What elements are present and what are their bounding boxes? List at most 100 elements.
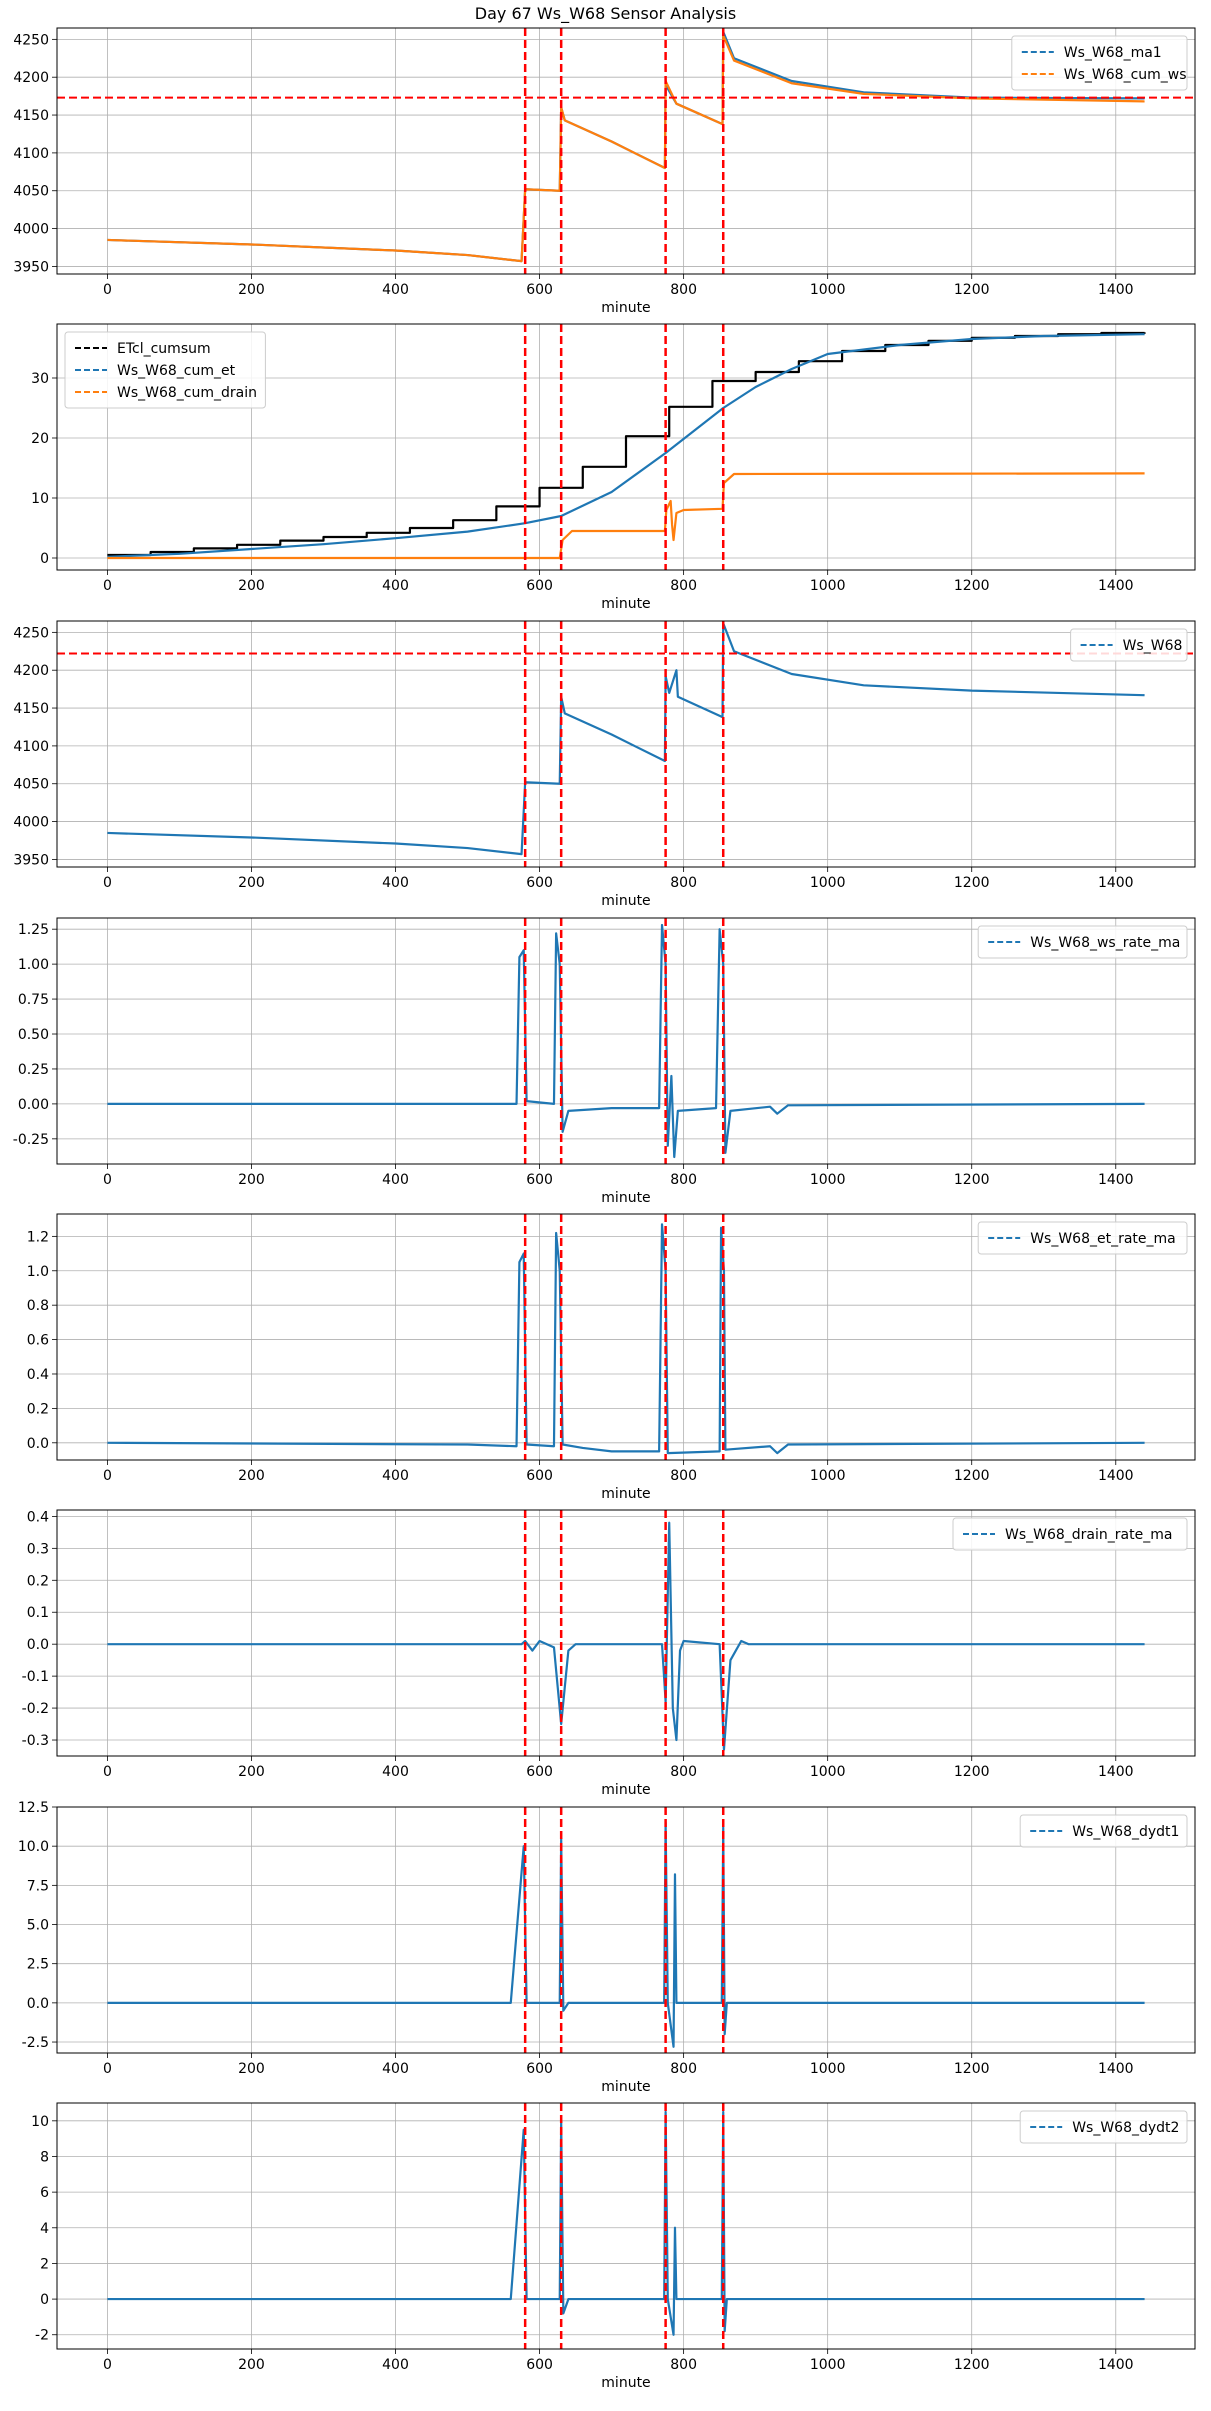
x-tick-label: 800 bbox=[670, 578, 697, 594]
x-tick-label: 1000 bbox=[810, 875, 846, 891]
x-tick-label: 1000 bbox=[810, 578, 846, 594]
chart-panel-7: 0 200 400 600 800 1000 1200 1400 -2.5 0.0 2.5 5.0 7.… bbox=[18, 1800, 1196, 2095]
series-line-Ws_W68_drain_rate_ma bbox=[107, 1521, 1145, 1751]
x-tick-label: 800 bbox=[670, 282, 697, 298]
x-axis-label: minute bbox=[601, 1782, 650, 1798]
legend: Ws_W68_ma1 Ws_W68_cum_ws bbox=[1011, 35, 1188, 91]
y-tick-label: 6 bbox=[40, 2185, 49, 2201]
y-tick-label: -2.5 bbox=[22, 2035, 49, 2051]
y-tick-label: 4100 bbox=[13, 739, 49, 755]
y-tick-label: 0.0 bbox=[27, 1996, 49, 2012]
y-tick-label: 7.5 bbox=[27, 1878, 49, 1894]
x-axis-label: minute bbox=[601, 300, 650, 316]
y-tick-label: -2 bbox=[35, 2328, 49, 2344]
x-tick-label: 200 bbox=[238, 1468, 265, 1484]
x-tick-label: 200 bbox=[238, 1764, 265, 1780]
y-tick-label: 20 bbox=[31, 431, 49, 447]
y-tick-label: -0.1 bbox=[22, 1669, 49, 1685]
legend-label: Ws_W68_cum_drain bbox=[117, 385, 257, 401]
x-tick-label: 200 bbox=[238, 578, 265, 594]
x-tick-label: 800 bbox=[670, 2061, 697, 2077]
y-tick-label: 1.00 bbox=[18, 957, 49, 973]
y-tick-label: 10.0 bbox=[18, 1839, 49, 1855]
series-line-ETcl_cumsum bbox=[107, 331, 1146, 557]
legend-label: Ws_W68_et_rate_ma bbox=[1030, 1231, 1176, 1247]
x-tick-label: 1000 bbox=[810, 282, 846, 298]
x-tick-label: 1000 bbox=[810, 2061, 846, 2077]
x-tick-label: 0 bbox=[103, 1764, 112, 1780]
x-tick-label: 1200 bbox=[954, 2061, 990, 2077]
x-tick-label: 400 bbox=[382, 2061, 409, 2077]
y-tick-label: 4000 bbox=[13, 815, 49, 831]
x-tick-label: 200 bbox=[238, 2357, 265, 2373]
y-tick-label: 0.00 bbox=[18, 1097, 49, 1113]
series-line-Ws_W68_cum_drain bbox=[107, 472, 1145, 560]
y-tick-label: 0 bbox=[40, 551, 49, 567]
series-line-Ws_W68_et_rate_ma bbox=[107, 1223, 1145, 1455]
plot-frame bbox=[56, 620, 1196, 868]
y-tick-label: -0.25 bbox=[13, 1132, 49, 1148]
x-tick-label: 1200 bbox=[954, 1764, 990, 1780]
y-tick-label: 0.0 bbox=[27, 1436, 49, 1452]
x-tick-label: 1200 bbox=[954, 1468, 990, 1484]
x-tick-label: 600 bbox=[526, 875, 553, 891]
y-tick-label: 0.25 bbox=[18, 1062, 49, 1078]
plot-frame bbox=[56, 27, 1196, 275]
x-tick-label: 1400 bbox=[1098, 2061, 1134, 2077]
chart-panel-1: 0 200 400 600 800 1000 1200 1400 3950 4000 4050 410… bbox=[13, 27, 1196, 316]
y-tick-label: 4050 bbox=[13, 777, 49, 793]
plot-frame bbox=[56, 1213, 1196, 1461]
legend-label: Ws_W68_cum_et bbox=[117, 363, 236, 379]
x-tick-label: 1400 bbox=[1098, 1764, 1134, 1780]
x-tick-label: 1200 bbox=[954, 1172, 990, 1188]
chart-panel-3: 0 200 400 600 800 1000 1200 1400 3950 4000 4050 410… bbox=[13, 620, 1196, 909]
y-tick-label: 4200 bbox=[13, 70, 49, 86]
plot-frame bbox=[56, 2102, 1196, 2350]
chart-panel-2: 0 200 400 600 800 1000 1200 1400 0 10 20 30 minute ET… bbox=[31, 323, 1196, 612]
x-tick-label: 600 bbox=[526, 282, 553, 298]
x-axis-label: minute bbox=[601, 1190, 650, 1206]
y-tick-label: 0.4 bbox=[27, 1367, 49, 1383]
y-tick-label: 10 bbox=[31, 491, 49, 507]
x-tick-label: 600 bbox=[526, 1468, 553, 1484]
legend-label: Ws_W68_cum_ws bbox=[1064, 67, 1187, 83]
legend-label: ETcl_cumsum bbox=[117, 341, 211, 357]
legend: Ws_W68_drain_rate_ma bbox=[952, 1517, 1188, 1551]
legend: Ws_W68_dydt2 bbox=[1019, 2110, 1188, 2144]
y-tick-label: 0.8 bbox=[27, 1298, 49, 1314]
y-tick-label: 30 bbox=[31, 371, 49, 387]
figure-title: Day 67 Ws_W68 Sensor Analysis bbox=[474, 4, 737, 23]
x-tick-label: 600 bbox=[526, 2061, 553, 2077]
x-tick-label: 0 bbox=[103, 282, 112, 298]
y-tick-label: 4250 bbox=[13, 625, 49, 641]
series-line-Ws_W68_ws_rate_ma bbox=[107, 923, 1145, 1159]
chart-panel-5: 0 200 400 600 800 1000 1200 1400 0.0 0.2 0.4 0.6 0.8… bbox=[27, 1213, 1196, 1502]
legend: ETcl_cumsum Ws_W68_cum_et Ws_W68_cum_drain bbox=[64, 331, 266, 409]
plot-frame bbox=[56, 1806, 1196, 2054]
x-tick-label: 1000 bbox=[810, 2357, 846, 2373]
x-tick-label: 1400 bbox=[1098, 875, 1134, 891]
x-tick-label: 200 bbox=[238, 2061, 265, 2077]
y-tick-label: 10 bbox=[31, 2114, 49, 2130]
x-tick-label: 600 bbox=[526, 1764, 553, 1780]
x-axis-label: minute bbox=[601, 893, 650, 909]
x-tick-label: 1400 bbox=[1098, 1468, 1134, 1484]
chart-panel-4: 0 200 400 600 800 1000 1200 1400 -0.25 0.00 0.25 0.… bbox=[13, 917, 1196, 1206]
x-tick-label: 400 bbox=[382, 578, 409, 594]
x-tick-label: 0 bbox=[103, 2357, 112, 2373]
y-tick-label: 2.5 bbox=[27, 1957, 49, 1973]
x-axis-label: minute bbox=[601, 596, 650, 612]
legend-label: Ws_W68_ma1 bbox=[1064, 45, 1162, 61]
x-tick-label: 400 bbox=[382, 875, 409, 891]
y-tick-label: 4050 bbox=[13, 184, 49, 200]
y-tick-label: 4150 bbox=[13, 701, 49, 717]
legend-label: Ws_W68_drain_rate_ma bbox=[1005, 1527, 1172, 1543]
x-tick-label: 1000 bbox=[810, 1172, 846, 1188]
y-tick-label: 0.50 bbox=[18, 1027, 49, 1043]
y-tick-label: 0 bbox=[40, 2292, 49, 2308]
x-tick-label: 1400 bbox=[1098, 282, 1134, 298]
y-tick-label: 0.6 bbox=[27, 1333, 49, 1349]
series-line-Ws_W68_ma1 bbox=[107, 30, 1145, 263]
legend-label: Ws_W68_dydt1 bbox=[1072, 1824, 1179, 1840]
legend-label: Ws_W68_dydt2 bbox=[1072, 2120, 1179, 2136]
